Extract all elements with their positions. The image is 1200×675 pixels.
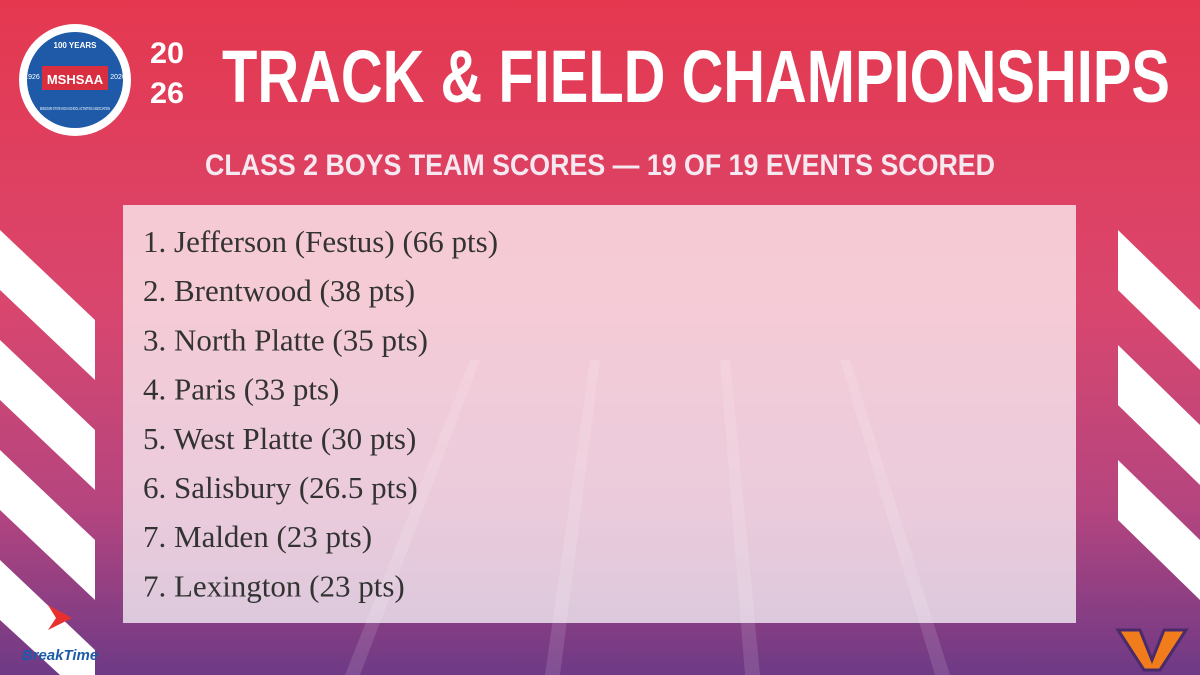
logo-left-year: 1926 — [24, 74, 40, 81]
logo-ring-text: MISSOURI STATE HIGH SCHOOL ACTIVITIES AS… — [40, 106, 110, 111]
team-logo-v — [1115, 628, 1189, 672]
right-stripes — [1118, 230, 1200, 600]
standing-entry: 4. Paris (33 pts) — [143, 372, 339, 407]
logo-name: MSHSAA — [47, 72, 104, 87]
logo-top: 100 YEARS — [54, 41, 98, 50]
team-logo — [1115, 628, 1189, 672]
standings-list: 1. Jefferson (Festus) (66 pts) 2. Brentwo… — [143, 224, 498, 603]
standing-entry: 6. Salisbury (26.5 pts) — [143, 470, 418, 505]
title: TRACK & FIELD CHAMPIONSHIPS — [222, 35, 1170, 118]
sponsor-logo: BreakTime — [22, 605, 98, 664]
standing-entry: 1. Jefferson (Festus) (66 pts) — [143, 224, 498, 259]
left-stripes — [0, 230, 95, 675]
standing-entry: 2. Brentwood (38 pts) — [143, 273, 415, 308]
year-bottom: 26 — [150, 77, 184, 110]
standing-entry: 3. North Platte (35 pts) — [143, 322, 428, 357]
logo: 100 YEARS MSHSAA 1926 2026 MISSOURI STAT… — [19, 24, 131, 136]
standing-entry: 7. Malden (23 pts) — [143, 519, 372, 554]
year-top: 20 — [150, 37, 184, 70]
standing-entry: 5. West Platte (30 pts) — [143, 421, 416, 456]
standings-panel — [123, 205, 1076, 623]
sponsor-name: BreakTime — [22, 647, 98, 664]
logo-banner — [42, 66, 108, 90]
standing-entry: 7. Lexington (23 pts) — [143, 568, 405, 603]
logo-right-year: 2026 — [110, 74, 126, 81]
sponsor-icon — [48, 605, 72, 630]
subtitle: CLASS 2 BOYS TEAM SCORES — 19 OF 19 EVEN… — [205, 149, 995, 182]
